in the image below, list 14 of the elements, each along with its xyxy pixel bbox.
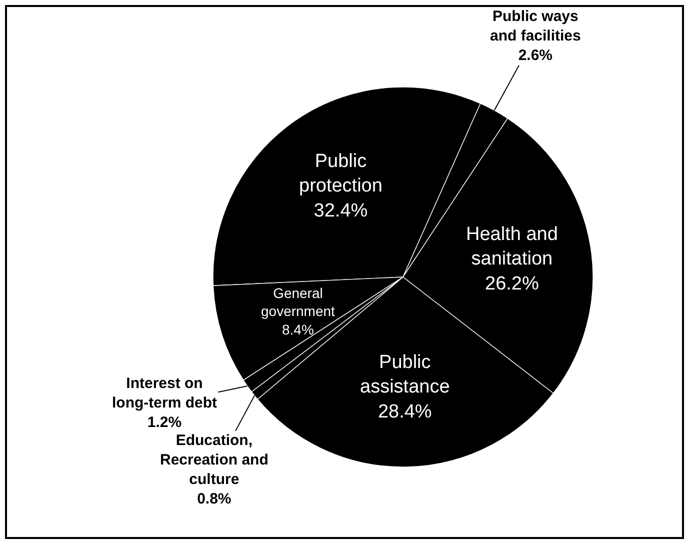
slice-label: Interest on long-term debt xyxy=(112,375,217,412)
data-label: 1.2% xyxy=(147,414,182,431)
data-label: 28.4% xyxy=(378,401,432,422)
data-label: 26.2% xyxy=(485,273,539,294)
slice-label: Health and sanitation xyxy=(466,224,558,270)
slice-label: General government xyxy=(261,285,336,320)
data-label: 32.4% xyxy=(314,200,368,222)
data-label: 0.8% xyxy=(197,490,232,508)
slice-label: Public assistance xyxy=(360,352,450,398)
slice-label: Public protection xyxy=(299,151,382,197)
data-label: 8.4% xyxy=(282,321,314,338)
slice-label: Education, Recreation and culture xyxy=(160,432,268,488)
data-label: 2.6% xyxy=(518,47,553,64)
slice-label: Public ways and facilities xyxy=(490,8,581,44)
